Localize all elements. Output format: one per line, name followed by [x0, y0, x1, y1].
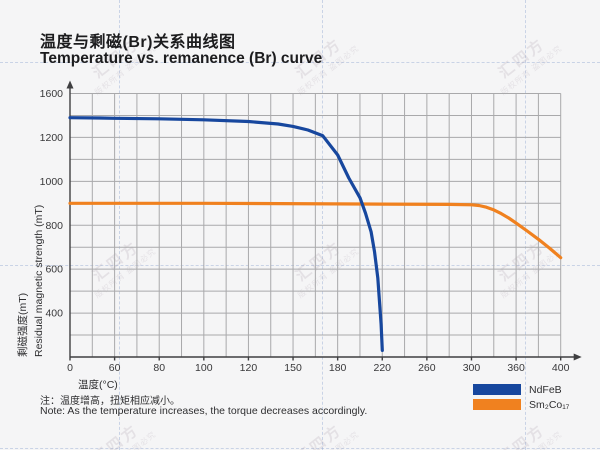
guide-line-horizontal [0, 265, 600, 266]
y-tick-label: 800 [45, 220, 63, 232]
legend-swatch-ndfeb [473, 384, 521, 395]
y-axis-title-en: Residual magnetic strength (mT) [33, 205, 45, 357]
legend-item-ndfeb: NdFeB [473, 382, 569, 397]
x-tick-label: 300 [463, 362, 481, 374]
x-tick-label: 80 [153, 362, 165, 374]
legend-item-sm2co17: Sm₂Co₁₇ [473, 397, 569, 412]
x-tick-label: 0 [67, 362, 73, 374]
guide-line-horizontal [0, 448, 600, 449]
x-tick-label: 180 [329, 362, 347, 374]
legend-swatch-sm2co17 [473, 399, 521, 410]
x-tick-label: 220 [373, 362, 391, 374]
y-tick-label: 1600 [40, 88, 64, 100]
y-tick-label: 400 [45, 308, 63, 320]
x-tick-label: 360 [507, 362, 525, 374]
legend-label-ndfeb: NdFeB [529, 383, 562, 396]
x-tick-label: 150 [284, 362, 302, 374]
note-en: Note: As the temperature increases, the … [40, 405, 368, 417]
y-axis-titles: 剩磁强度(mT) Residual magnetic strength (mT) [16, 205, 45, 357]
y-tick-label: 600 [45, 264, 63, 276]
chart-title-en: Temperature vs. remanence (Br) curve [40, 50, 323, 67]
x-tick-label: 120 [240, 362, 258, 374]
x-axis-arrow [573, 353, 582, 361]
x-tick-label: 60 [109, 362, 121, 374]
y-axis-arrow [66, 80, 74, 89]
tick-labels: 0 60 80 100 120 150 180 220 260 300 360 400 400 600 80… [40, 88, 570, 374]
note-zh: 注：温度增高，扭矩相应减小。 [40, 396, 180, 407]
x-tick-label: 100 [195, 362, 213, 374]
y-tick-label: 1200 [40, 132, 64, 144]
axes [66, 80, 582, 361]
x-tick-label: 400 [552, 362, 570, 374]
x-tick-label: 260 [418, 362, 436, 374]
y-tick-label: 1000 [40, 176, 64, 188]
chart-title-zh: 温度与剩磁(Br)关系曲线图 [40, 34, 236, 51]
series-smco [68, 201, 563, 260]
guide-line-horizontal [0, 62, 600, 63]
x-axis-title: 温度(°C) [78, 379, 118, 391]
legend: NdFeB Sm₂Co₁₇ [473, 382, 569, 412]
legend-label-sm2co17: Sm₂Co₁₇ [529, 398, 570, 411]
series-ndfeb [68, 116, 384, 352]
y-axis-title-zh: 剩磁强度(mT) [16, 293, 29, 357]
